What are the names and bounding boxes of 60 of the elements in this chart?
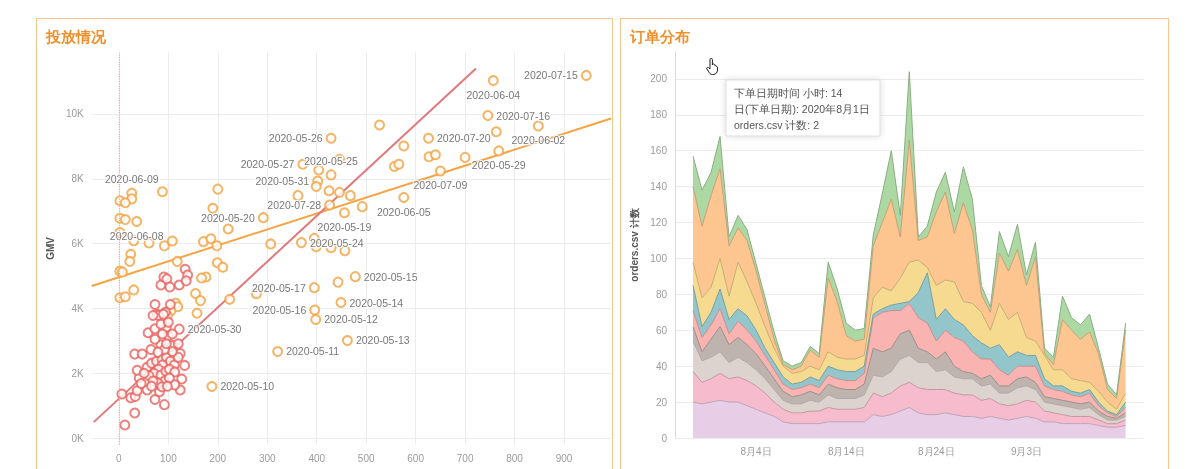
data-label: 2020-05-14 xyxy=(349,296,404,309)
y-tick-label: 0K xyxy=(71,432,85,444)
data-label: 2020-05-17 xyxy=(252,281,306,294)
annotation: orders.csv 计数: 2 xyxy=(734,118,820,131)
y-tick-label: 80 xyxy=(655,288,668,300)
y-tick-label: 4K xyxy=(71,302,85,314)
data-label: 2020-05-27 xyxy=(240,158,295,171)
annotation: 日(下单日期): 2020年8月1日 xyxy=(734,102,870,115)
y-tick-label: 160 xyxy=(650,145,668,157)
x-tick-label: 500 xyxy=(357,453,375,464)
data-label: 2020-07-16 xyxy=(496,109,551,122)
y-tick-label: 0 xyxy=(661,432,668,444)
y-tick-label: 8K xyxy=(71,173,85,185)
data-label: 2020-05-20 xyxy=(201,211,255,224)
data-label: 2020-05-19 xyxy=(317,220,372,233)
x-tick-label: 700 xyxy=(456,453,474,464)
y-tick-label: 140 xyxy=(650,181,668,193)
chart-title: 投放情况 xyxy=(45,28,107,45)
data-label: 2020-05-31 xyxy=(255,175,310,188)
y-axis-title: orders.csv 计数 xyxy=(628,207,640,282)
annotation: 下单日期时间 小时: 14 xyxy=(734,86,843,99)
y-tick-label: 6K xyxy=(71,238,85,250)
data-label: 2020-06-05 xyxy=(376,205,431,218)
data-label: 2020-05-16 xyxy=(252,304,307,317)
y-tick-label: 10K xyxy=(65,108,85,120)
x-tick-label: 600 xyxy=(407,453,425,464)
y-tick-label: 60 xyxy=(655,324,668,336)
x-tick-label: 900 xyxy=(555,453,573,464)
y-tick-label: 40 xyxy=(655,360,668,372)
data-label: 2020-05-15 xyxy=(363,270,418,283)
x-tick-label: 200 xyxy=(209,453,227,464)
chart-title: 订单分布 xyxy=(629,28,690,45)
data-label: 2020-06-04 xyxy=(466,88,521,101)
y-axis-title: GMV xyxy=(44,236,56,260)
data-label: 2020-05-10 xyxy=(220,380,275,393)
x-tick-label: 9月3日 xyxy=(1010,445,1043,457)
y-tick-label: 200 xyxy=(650,73,668,85)
data-label: 2020-07-20 xyxy=(437,132,491,145)
x-tick-label: 8月24日 xyxy=(917,445,955,457)
data-label: 2020-07-15 xyxy=(524,69,578,82)
x-tick-label: 100 xyxy=(160,453,178,464)
data-label: 2020-07-28 xyxy=(267,199,322,212)
data-label: 2020-05-11 xyxy=(286,345,340,358)
x-tick-label: 400 xyxy=(308,453,326,464)
y-tick-label: 20 xyxy=(655,396,668,408)
data-label: 2020-05-13 xyxy=(355,334,410,347)
y-tick-label: 100 xyxy=(650,252,668,264)
x-tick-label: 8月4日 xyxy=(740,445,772,457)
x-tick-label: 0 xyxy=(116,453,123,464)
y-tick-label: 120 xyxy=(650,217,668,229)
data-label: 2020-05-26 xyxy=(268,132,323,145)
data-label: 2020-05-29 xyxy=(471,158,526,171)
data-label: 2020-05-12 xyxy=(324,313,379,326)
data-label: 2020-07-09 xyxy=(413,179,468,191)
x-tick-label: 8月14日 xyxy=(827,445,865,457)
x-tick-label: 800 xyxy=(506,453,524,464)
x-tick-label: 300 xyxy=(258,453,277,464)
y-tick-label: 180 xyxy=(650,109,668,121)
data-label: 2020-06-09 xyxy=(104,173,159,186)
y-tick-label: 2K xyxy=(71,367,85,379)
